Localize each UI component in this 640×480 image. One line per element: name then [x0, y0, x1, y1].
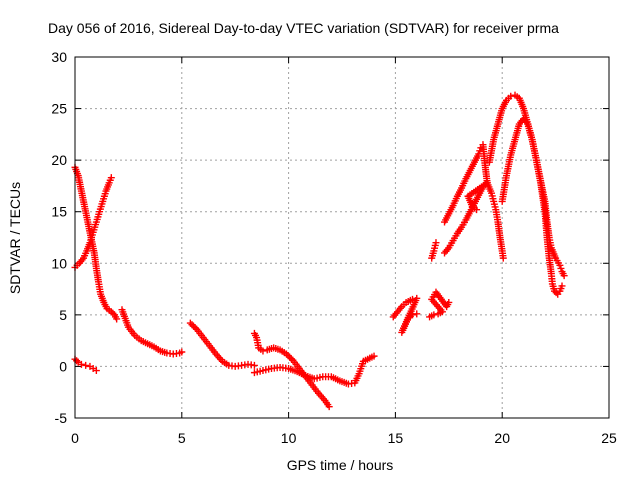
- data-point: [178, 348, 186, 356]
- data-point: [113, 315, 121, 323]
- grid-layer: [75, 57, 609, 418]
- data-point: [186, 319, 194, 327]
- data-point-fill: [286, 353, 294, 361]
- y-tick-label: 10: [51, 255, 67, 271]
- data-point-fill: [284, 352, 292, 360]
- x-axis-label: GPS time / hours: [287, 457, 394, 473]
- data-point-fill: [191, 324, 199, 332]
- y-tick-label: -5: [55, 410, 68, 426]
- data-point: [107, 308, 115, 316]
- data-point: [92, 367, 100, 375]
- x-tick-label: 0: [71, 430, 79, 446]
- data-point-fill: [188, 321, 196, 329]
- x-tick-label: 20: [494, 430, 510, 446]
- x-tick-label: 25: [601, 430, 617, 446]
- y-tick-label: 20: [51, 152, 67, 168]
- data-point: [325, 403, 333, 411]
- data-point: [107, 174, 115, 182]
- data-point: [560, 272, 568, 280]
- data-point: [250, 361, 258, 369]
- plot-frame: [74, 56, 610, 419]
- y-tick-label: 30: [51, 49, 67, 65]
- chart-title: Day 056 of 2016, Sidereal Day-to-day VTE…: [48, 20, 559, 36]
- data-point: [430, 311, 438, 319]
- data-point: [432, 239, 440, 247]
- data-point: [556, 261, 564, 269]
- data-point: [370, 352, 378, 360]
- tick-layer: [74, 56, 610, 419]
- y-tick-label: 15: [51, 204, 67, 220]
- data-point-fill: [552, 289, 560, 297]
- y-tick-label: 0: [59, 358, 67, 374]
- data-point: [282, 350, 290, 358]
- data-point-fill: [73, 357, 81, 365]
- data-point: [473, 206, 481, 214]
- data-point: [445, 298, 453, 306]
- data-point: [413, 310, 421, 318]
- x-tick-label: 15: [388, 430, 404, 446]
- data-point-fill: [557, 264, 565, 272]
- y-tick-label: 5: [59, 307, 67, 323]
- y-axis-label: SDTVAR / TECUs: [7, 182, 23, 294]
- y-tick-label: 25: [51, 101, 67, 117]
- x-tick-label: 5: [178, 430, 186, 446]
- data-points-layer: [71, 91, 568, 411]
- data-point: [507, 92, 515, 100]
- data-point: [558, 282, 566, 290]
- data-point: [82, 361, 90, 369]
- x-tick-label: 10: [281, 430, 297, 446]
- data-point-fill: [287, 355, 295, 363]
- data-point: [77, 360, 85, 368]
- data-point-fill: [109, 309, 117, 317]
- data-point: [408, 311, 416, 319]
- data-point-fill: [190, 322, 198, 330]
- data-point: [499, 254, 507, 262]
- data-point: [259, 347, 267, 355]
